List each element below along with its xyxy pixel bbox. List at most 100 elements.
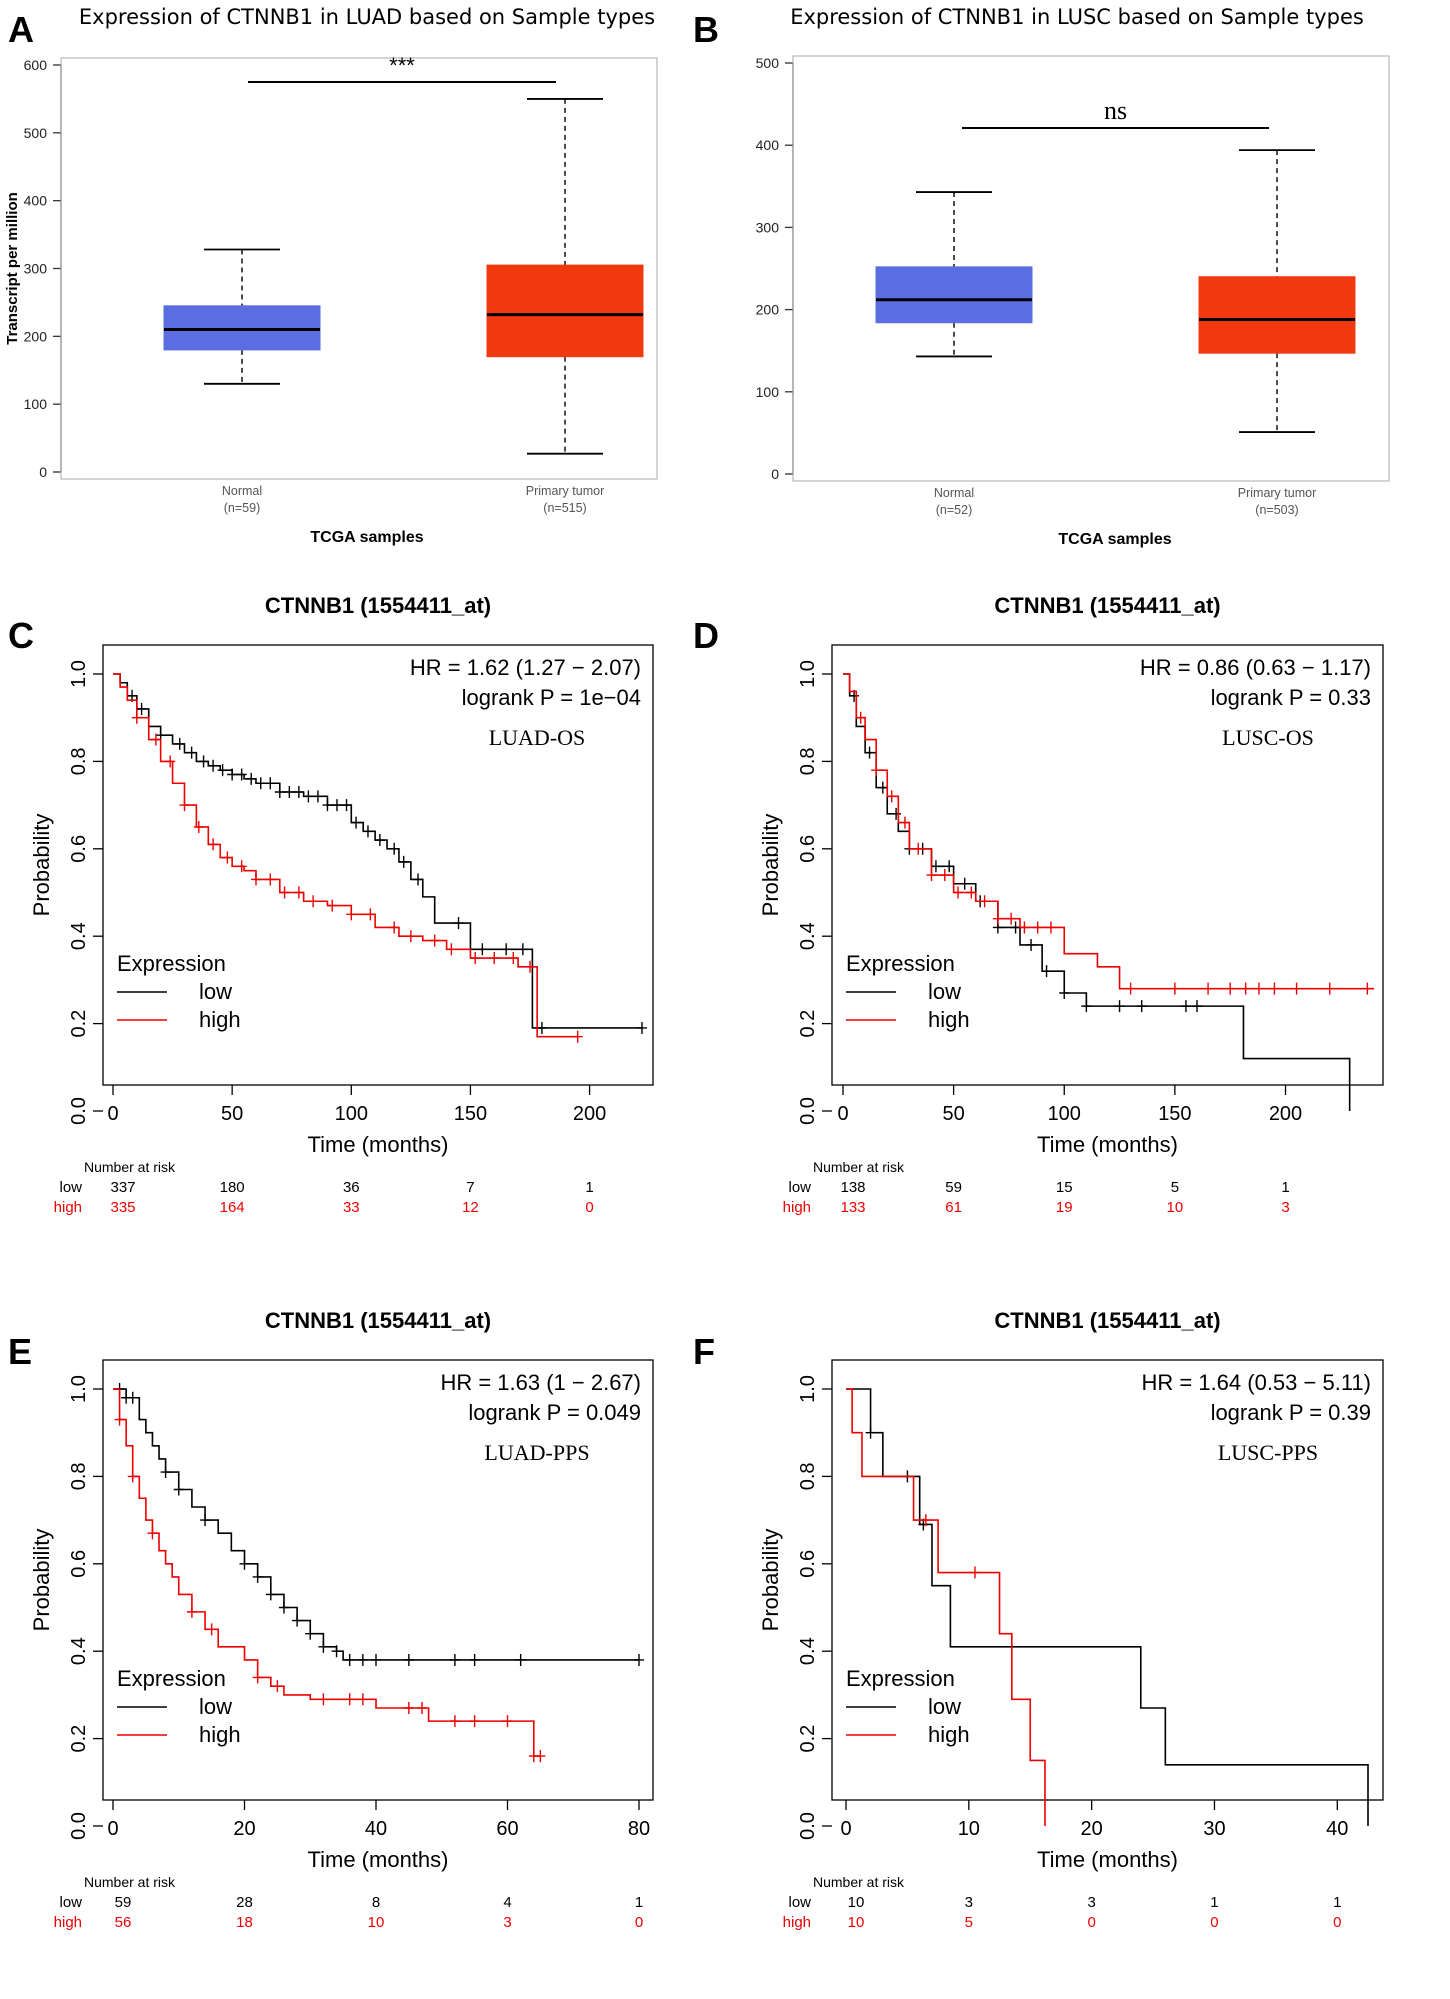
panel-letter-c: C bbox=[8, 615, 34, 656]
x-tick-label: 30 bbox=[1203, 1818, 1225, 1840]
censor-mark-high bbox=[222, 851, 233, 864]
censor-mark-high bbox=[1203, 982, 1214, 995]
chart-title: CTNNB1 (1554411_at) bbox=[265, 1308, 491, 1333]
censor-mark-low bbox=[944, 860, 955, 873]
risk-value: 3 bbox=[1087, 1894, 1095, 1911]
x-tick-label: 0 bbox=[107, 1103, 118, 1125]
plot-frame bbox=[102, 644, 654, 1086]
censor-mark-high bbox=[572, 1030, 583, 1043]
censor-mark-low bbox=[389, 842, 400, 855]
risk-row-label-high: high bbox=[783, 1914, 811, 1931]
legend-label-low: low bbox=[199, 979, 232, 1004]
censor-mark-low bbox=[344, 1653, 355, 1666]
y-tick-label: 0.0 bbox=[797, 1097, 819, 1125]
censor-mark-high bbox=[886, 790, 897, 803]
y-tick-label: 0.2 bbox=[797, 1010, 819, 1038]
censor-mark-low bbox=[413, 873, 424, 886]
y-tick-label: 500 bbox=[24, 125, 48, 141]
plot-frame bbox=[102, 1359, 654, 1801]
censor-mark-low bbox=[293, 785, 304, 798]
censor-mark-high bbox=[308, 895, 319, 908]
censor-mark-high bbox=[871, 764, 882, 777]
y-tick-label: 0.0 bbox=[68, 1812, 90, 1840]
x-tick-label: 150 bbox=[1158, 1103, 1191, 1125]
km-plot-d: CTNNB1 (1554411_at) 0.0 0.2 0.4 0.6 0.8 1.0 Pro… bbox=[758, 593, 1384, 1216]
censor-mark-high bbox=[318, 1693, 329, 1706]
censor-mark-low bbox=[357, 1653, 368, 1666]
km-plot-e: CTNNB1 (1554411_at) 0.0 0.2 0.4 0.6 0.8 1.0 Pro… bbox=[29, 1308, 654, 1931]
censor-mark-high bbox=[899, 816, 910, 829]
y-tick-label: 100 bbox=[756, 384, 780, 400]
risk-value: 59 bbox=[115, 1894, 132, 1911]
risk-table-header: Number at risk bbox=[813, 1874, 905, 1890]
y-tick-label: 200 bbox=[24, 328, 48, 344]
censor-mark-high bbox=[1291, 982, 1302, 995]
risk-value: 1 bbox=[1210, 1894, 1218, 1911]
risk-value: 10 bbox=[848, 1914, 865, 1931]
censor-mark-high bbox=[131, 711, 142, 724]
sample-count-label: (n=52) bbox=[936, 503, 972, 517]
censor-mark-high bbox=[279, 886, 290, 899]
hazard-ratio: HR = 1.62 (1.27 − 2.07) bbox=[410, 655, 641, 680]
censor-mark-low bbox=[1026, 938, 1037, 951]
censor-mark-low bbox=[891, 807, 902, 820]
risk-row-label-low: low bbox=[59, 1894, 82, 1911]
censor-mark-low bbox=[312, 790, 323, 803]
risk-value: 5 bbox=[1171, 1179, 1179, 1196]
censor-mark-high bbox=[508, 952, 519, 965]
censor-mark-high bbox=[966, 886, 977, 899]
y-tick-label: 0.2 bbox=[797, 1725, 819, 1753]
censor-mark-low bbox=[318, 1640, 329, 1653]
chart-title: CTNNB1 (1554411_at) bbox=[994, 593, 1220, 618]
x-axis-label: Time (months) bbox=[308, 1132, 449, 1157]
risk-value: 8 bbox=[372, 1894, 380, 1911]
logrank-p-value: logrank P = 0.33 bbox=[1211, 685, 1371, 710]
censor-mark-low bbox=[1136, 1000, 1147, 1013]
censor-mark-low bbox=[127, 1391, 138, 1404]
km-plot-f: CTNNB1 (1554411_at) 0.0 0.2 0.4 0.6 0.8 1.0 Pro… bbox=[758, 1308, 1384, 1931]
chart-title: Expression of CTNNB1 in LUSC based on Sa… bbox=[790, 5, 1364, 29]
risk-value: 4 bbox=[503, 1894, 511, 1911]
legend-label-high: high bbox=[928, 1722, 970, 1747]
censor-mark-low bbox=[331, 1645, 342, 1658]
sample-count-label: (n=59) bbox=[224, 501, 260, 515]
censor-mark-low bbox=[136, 702, 147, 715]
censor-mark-high bbox=[992, 912, 1003, 925]
censor-mark-low bbox=[160, 1466, 171, 1479]
risk-value: 0 bbox=[1087, 1914, 1095, 1931]
risk-row-label-high: high bbox=[783, 1199, 811, 1216]
x-axis-label: Time (months) bbox=[1037, 1132, 1178, 1157]
x-tick-label: 0 bbox=[107, 1818, 118, 1840]
censor-mark-low bbox=[265, 1588, 276, 1601]
censor-mark-high bbox=[1240, 982, 1251, 995]
censor-mark-high bbox=[1324, 982, 1335, 995]
censor-mark-high bbox=[1125, 982, 1136, 995]
censor-mark-high bbox=[127, 1470, 138, 1483]
censor-mark-low bbox=[1041, 965, 1052, 978]
censor-mark-high bbox=[389, 921, 400, 934]
category-label: Normal bbox=[934, 486, 974, 500]
censor-mark-high bbox=[926, 869, 937, 882]
x-axis-label: TCGA samples bbox=[310, 529, 423, 546]
risk-value: 19 bbox=[1056, 1199, 1073, 1216]
y-tick-label: 1.0 bbox=[797, 660, 819, 688]
censor-mark-high bbox=[1269, 982, 1280, 995]
censor-mark-high bbox=[525, 960, 536, 973]
censor-mark-low bbox=[278, 1601, 289, 1614]
risk-value: 1 bbox=[585, 1179, 593, 1196]
risk-value: 337 bbox=[110, 1179, 135, 1196]
censor-mark-high bbox=[535, 1750, 546, 1763]
risk-value: 1 bbox=[635, 1894, 643, 1911]
box-plot-a: Expression of CTNNB1 in LUAD based on Sa… bbox=[4, 5, 658, 546]
censor-mark-high bbox=[469, 1715, 480, 1728]
box-normal bbox=[163, 305, 321, 351]
cohort-annotation: LUSC-PPS bbox=[1218, 1440, 1318, 1465]
x-tick-label: 40 bbox=[1326, 1818, 1348, 1840]
x-tick-label: 20 bbox=[233, 1818, 255, 1840]
censor-mark-high bbox=[403, 1702, 414, 1715]
y-tick-label: 600 bbox=[24, 57, 48, 73]
panel-letter-f: F bbox=[693, 1331, 715, 1372]
x-axis-label: Time (months) bbox=[1037, 1847, 1178, 1872]
risk-value: 0 bbox=[1333, 1914, 1341, 1931]
legend-label-low: low bbox=[199, 1694, 232, 1719]
